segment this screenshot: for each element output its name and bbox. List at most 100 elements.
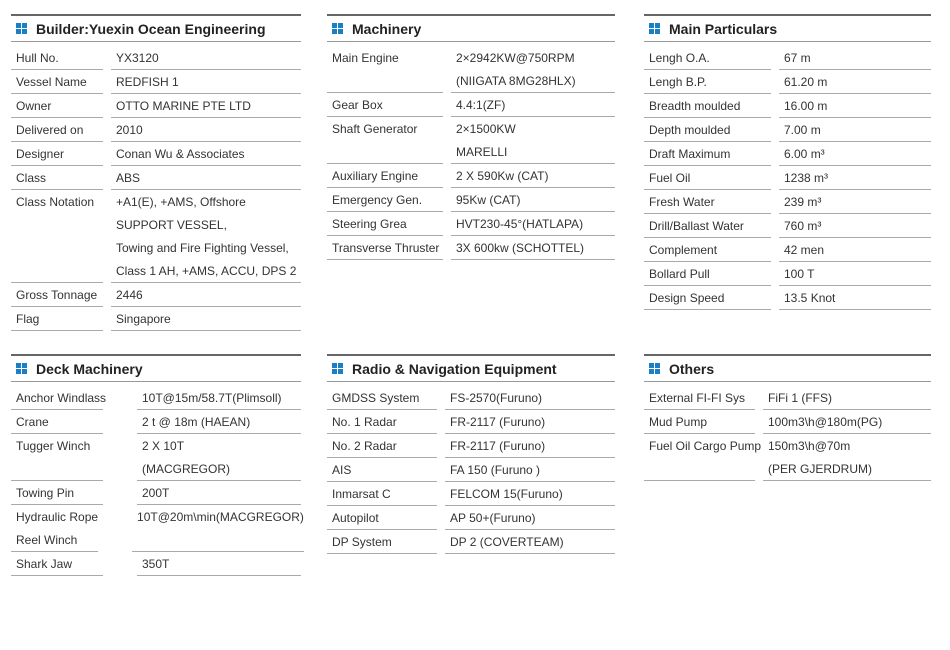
label-cell: Flag <box>11 307 103 331</box>
spec-row: Hull No. YX3120 <box>11 46 301 70</box>
section-panel: Deck Machinery Anchor Windlass 10T@15m/58.… <box>11 354 304 576</box>
value-cell: 239 m³ <box>779 190 931 214</box>
spec-row: External FI-FI Sys FiFi 1 (FFS) <box>644 386 931 410</box>
spec-row: Class ABS <box>11 166 301 190</box>
label-cell: Class Notation <box>11 190 103 283</box>
spec-value: 2×1500KW <box>456 122 516 136</box>
spec-label: AIS <box>332 463 352 477</box>
spec-value: 350T <box>142 557 170 571</box>
spec-value: 760 m³ <box>784 219 822 233</box>
section-icon <box>16 23 27 34</box>
spec-value: SUPPORT VESSEL, <box>116 218 227 232</box>
section-icon <box>16 363 27 374</box>
spec-label: External FI-FI Sys <box>649 391 746 405</box>
value-cell: 42 men <box>779 238 931 262</box>
label-cell: Inmarsat C <box>327 482 437 506</box>
spec-value: 13.5 Knot <box>784 291 836 305</box>
value-cell: +A1(E), +AMS, Offshore SUPPORT VESSEL, Tow… <box>111 190 301 283</box>
icon-square <box>338 363 343 368</box>
spec-value: 42 men <box>784 243 825 257</box>
label-cell: Shark Jaw <box>11 552 103 576</box>
section-panel: Main Particulars Lengh O.A. 67 m Lengh B.P.… <box>644 14 931 310</box>
spec-row: Fresh Water 239 m³ <box>644 190 931 214</box>
spec-label: Design Speed <box>649 291 725 305</box>
value-cell: 2446 <box>111 283 301 307</box>
value-cell: 2 t @ 18m (HAEAN) <box>137 410 301 434</box>
spec-label: Main Engine <box>332 51 399 65</box>
value-cell: 2×1500KW MARELLI <box>451 117 615 164</box>
spec-row: Depth moulded 7.00 m <box>644 118 931 142</box>
value-cell: 150m3\h@70m (PER GJERDRUM) <box>763 434 931 481</box>
icon-square <box>649 29 654 34</box>
spec-row: Steering Grea HVT230-45°(HATLAPA) <box>327 212 615 236</box>
section-panel: Machinery Main Engine 2×2942KW@750RPM (NIIG… <box>327 14 615 260</box>
spec-value: 16.00 m <box>784 99 828 113</box>
value-cell: 100m3\h@180m(PG) <box>763 410 931 434</box>
spec-label: Mud Pump <box>649 415 708 429</box>
spec-label: Flag <box>16 312 40 326</box>
spec-label: Bollard Pull <box>649 267 710 281</box>
label-cell: Designer <box>11 142 103 166</box>
value-cell: FS-2570(Furuno) <box>445 386 615 410</box>
spec-label: Class <box>16 171 47 185</box>
value-cell: FiFi 1 (FFS) <box>763 386 931 410</box>
label-cell: DP System <box>327 530 437 554</box>
value-cell: 67 m <box>779 46 931 70</box>
icon-square <box>649 23 654 28</box>
label-cell: Fresh Water <box>644 190 771 214</box>
label-cell: Mud Pump <box>644 410 755 434</box>
spec-label: Fuel Oil Cargo Pump <box>649 439 762 453</box>
label-cell: Breadth moulded <box>644 94 771 118</box>
spec-value: 100 T <box>784 267 815 281</box>
spec-row: Breadth moulded 16.00 m <box>644 94 931 118</box>
icon-square <box>22 29 27 34</box>
spec-label: Auxiliary Engine <box>332 169 419 183</box>
value-cell: 3X 600kw (SCHOTTEL) <box>451 236 615 260</box>
spec-label: Fuel Oil <box>649 171 691 185</box>
icon-square <box>16 29 21 34</box>
icon-square <box>338 23 343 28</box>
spec-label: Gross Tonnage <box>16 288 98 302</box>
value-cell: 1238 m³ <box>779 166 931 190</box>
label-cell: Owner <box>11 94 103 118</box>
label-cell: Hull No. <box>11 46 103 70</box>
spec-row: GMDSS System FS-2570(Furuno) <box>327 386 615 410</box>
spec-label: Owner <box>16 99 52 113</box>
spec-label: Lengh B.P. <box>649 75 707 89</box>
spec-value: FELCOM 15(Furuno) <box>450 487 563 501</box>
section-header: Machinery <box>327 14 615 42</box>
spec-row: Gross Tonnage 2446 <box>11 283 301 307</box>
spec-row: Draft Maximum 6.00 m³ <box>644 142 931 166</box>
icon-square <box>649 363 654 368</box>
section-icon <box>649 23 660 34</box>
spec-label: Shark Jaw <box>16 557 73 571</box>
section-title: Builder:Yuexin Ocean Engineering <box>36 20 266 37</box>
icon-square <box>332 369 337 374</box>
spec-row: Bollard Pull 100 T <box>644 262 931 286</box>
spec-value: 1238 m³ <box>784 171 829 185</box>
spec-label: No. 2 Radar <box>332 439 397 453</box>
spec-row: Tugger Winch 2 X 10T (MACGREGOR) <box>11 434 301 481</box>
spacer <box>644 457 755 480</box>
icon-square <box>655 369 660 374</box>
section-header: Deck Machinery <box>11 354 301 382</box>
spec-label: Inmarsat C <box>332 487 391 501</box>
value-cell: 6.00 m³ <box>779 142 931 166</box>
spec-label: DP System <box>332 535 392 549</box>
section-title: Deck Machinery <box>36 360 143 377</box>
label-cell: Crane <box>11 410 103 434</box>
spacer <box>132 528 304 551</box>
spec-label: Delivered on <box>16 123 84 137</box>
spec-row: AIS FA 150 (Furuno ) <box>327 458 615 482</box>
label-cell: Tugger Winch <box>11 434 103 481</box>
value-cell: HVT230-45°(HATLAPA) <box>451 212 615 236</box>
value-cell: REDFISH 1 <box>111 70 301 94</box>
label-cell: AIS <box>327 458 437 482</box>
value-cell: 10T@15m/58.7T(Plimsoll) <box>137 386 301 410</box>
spec-value: 95Kw (CAT) <box>456 193 521 207</box>
spec-value: 67 m <box>784 51 811 65</box>
value-cell: 2 X 10T (MACGREGOR) <box>137 434 301 481</box>
value-cell: FR-2117 (Furuno) <box>445 410 615 434</box>
spec-value: FR-2117 (Furuno) <box>450 415 546 429</box>
